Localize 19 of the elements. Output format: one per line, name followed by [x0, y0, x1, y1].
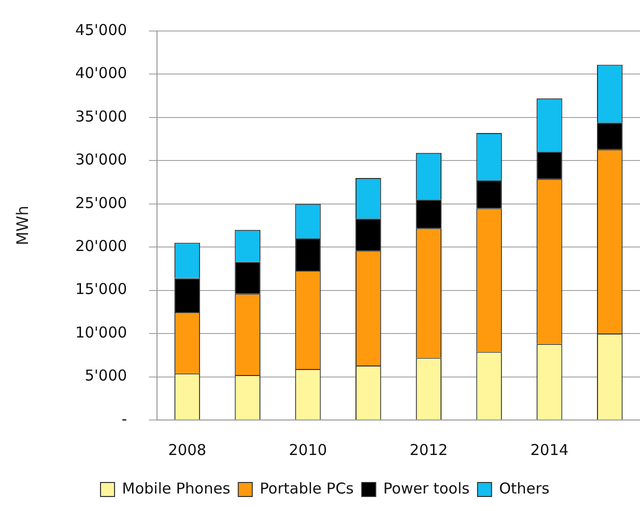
x-tick-label: 2010	[288, 440, 328, 459]
y-axis-title: MWh	[12, 206, 32, 246]
y-tick-label: 5'000	[84, 366, 128, 385]
y-tick-label: 25'000	[75, 194, 128, 212]
y-tick-label: -	[122, 410, 128, 428]
y-tick-label: 45'000	[75, 20, 128, 39]
y-tick-label: 10'000	[75, 323, 128, 342]
legend-label: Power tools	[383, 479, 470, 498]
y-tick-label: 30'000	[75, 150, 128, 169]
legend-label: Others	[499, 479, 550, 498]
y-tick-label: 15'000	[75, 280, 128, 298]
y-tick-label: 35'000	[75, 107, 128, 126]
y-tick-label: 40'000	[75, 64, 128, 82]
x-tick-label: 2014	[530, 440, 569, 459]
x-tick-label: 2012	[410, 440, 448, 459]
y-tick-label: 20'000	[75, 237, 128, 255]
x-tick-label: 2008	[168, 440, 206, 459]
legend-label: Mobile Phones	[122, 479, 230, 498]
legend-label: Portable PCs	[260, 479, 354, 498]
